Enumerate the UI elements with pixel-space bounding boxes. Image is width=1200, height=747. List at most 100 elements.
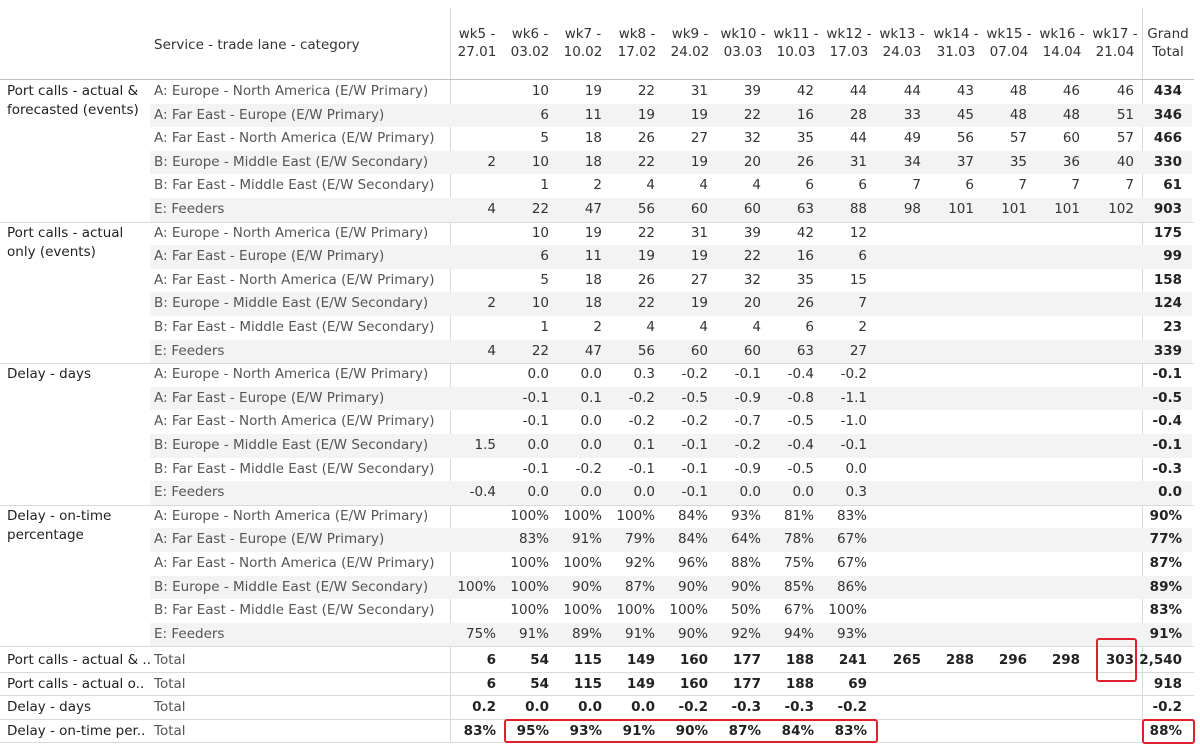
table-cell: 4 [646,319,655,335]
table-cell: 6 [805,177,814,194]
week-label: wk12 - [826,26,872,42]
grand-total-cell: -0.3 [1152,460,1182,477]
column-header-week[interactable]: wk12 - 17.03 [821,25,877,61]
table-cell: 93% [836,625,867,642]
table-cell: 0.0 [633,484,655,501]
row-stripe [150,528,1192,552]
table-cell: 100% [510,507,549,524]
total-cell: 95% [516,722,549,739]
row-label: A: Europe - North America (E/W Primary) [154,83,429,99]
table-cell: 88% [730,555,761,571]
row-label: B: Europe - Middle East (E/W Secondary) [154,295,429,312]
table-cell: 42 [796,224,814,241]
table-cell: 100% [563,507,602,524]
table-cell: 0.3 [845,484,867,501]
column-header-week[interactable]: wk8 - 17.02 [609,25,665,61]
row-label: A: Far East - North America (E/W Primary… [154,555,435,571]
row-label: A: Far East - North America (E/W Primary… [154,130,435,147]
table-cell: 100% [563,555,602,571]
table-cell: -0.8 [787,389,814,406]
table-cell: 4 [646,177,655,194]
grand-total-cell: 346 [1153,106,1182,123]
grand-total-cell: 918 [1153,675,1182,692]
row-label: A: Far East - Europe (E/W Primary) [154,106,385,123]
table-cell: 39 [743,224,761,241]
column-header-week[interactable]: wk16 - 14.04 [1034,25,1090,61]
table-cell: 102 [1108,201,1134,217]
table-cell: 19 [690,295,708,312]
table-cell: 96% [677,555,708,571]
table-cell: 90% [571,578,602,595]
column-header-week[interactable]: wk9 - 24.02 [662,25,718,61]
grand-total-cell: 89% [1149,578,1182,595]
grand-total-cell: 158 [1153,271,1182,288]
table-cell: 22 [637,295,655,312]
table-cell: 48 [1009,106,1027,123]
table-cell: 18 [584,295,602,312]
table-cell: -1.0 [840,413,867,430]
column-header-week[interactable]: wk10 - 03.03 [715,25,771,61]
table-cell: 60 [743,342,761,359]
week-label: wk16 - [1039,26,1085,42]
table-cell: 78% [783,531,814,548]
metric-label: Delay - days [7,366,92,383]
table-cell: 27 [690,271,708,288]
column-header-week[interactable]: wk15 - 07.04 [981,25,1037,61]
column-header-week[interactable]: wk11 - 10.03 [768,25,824,61]
grand-total-cell: 175 [1153,224,1182,241]
table-cell: 42 [796,83,814,99]
row-label: B: Europe - Middle East (E/W Secondary) [154,153,429,170]
column-header-grand-total[interactable]: Grand Total [1140,25,1196,61]
column-header-week[interactable]: wk5 - 27.01 [449,25,505,61]
table-cell: 67% [783,602,814,619]
table-cell: 36 [1062,153,1080,170]
table-cell: 35 [796,130,814,147]
table-cell: 100% [510,602,549,619]
table-cell: 67% [836,555,867,571]
table-cell: 2 [487,295,496,312]
week-date: 31.03 [936,44,976,60]
table-cell: -0.7 [734,413,761,430]
table-cell: 22 [531,342,549,359]
week-date: 03.03 [723,44,763,60]
table-cell: 100% [563,602,602,619]
table-cell: 84% [677,507,708,524]
column-header-week[interactable]: wk13 - 24.03 [874,25,930,61]
row-stripe [150,386,1192,411]
row-label: A: Europe - North America (E/W Primary) [154,366,429,383]
total-cell: 241 [838,652,867,668]
table-cell: 6 [805,319,814,335]
week-date: 27.01 [457,44,497,60]
row-label: B: Far East - Middle East (E/W Secondary… [154,460,435,477]
column-header-week[interactable]: wk14 - 31.03 [928,25,984,61]
column-header-week[interactable]: wk6 - 03.02 [502,25,558,61]
table-cell: 32 [743,130,761,147]
table-cell: 46 [1062,83,1080,99]
column-header-week[interactable]: wk7 - 10.02 [555,25,611,61]
table-cell: -0.2 [734,437,761,453]
table-cell: 93% [730,507,761,524]
table-cell: 7 [1125,177,1134,194]
table-cell: 51 [1116,106,1134,123]
row-stripe [150,622,1192,647]
table-cell: 44 [903,83,921,99]
total-cell: 54 [530,675,549,692]
row-stripe [150,245,1192,269]
table-cell: -0.1 [681,484,708,501]
table-cell: 27 [849,342,867,359]
table-cell: 98 [903,201,921,217]
table-cell: 47 [584,201,602,217]
table-cell: 101 [1001,201,1027,217]
week-label: wk13 - [879,26,925,42]
table-cell: 100% [457,578,496,595]
column-header-week[interactable]: wk17 - 21.04 [1087,25,1143,61]
total-cell: 177 [732,675,761,692]
week-label: wk10 - [720,26,766,42]
total-cell: 83% [834,722,867,739]
table-cell: 19 [690,106,708,123]
table-cell: 19 [584,83,602,99]
table-cell: -0.2 [840,366,867,383]
table-cell: -0.2 [575,460,602,477]
table-cell: 92% [730,625,761,642]
week-label: wk5 - [458,26,496,42]
